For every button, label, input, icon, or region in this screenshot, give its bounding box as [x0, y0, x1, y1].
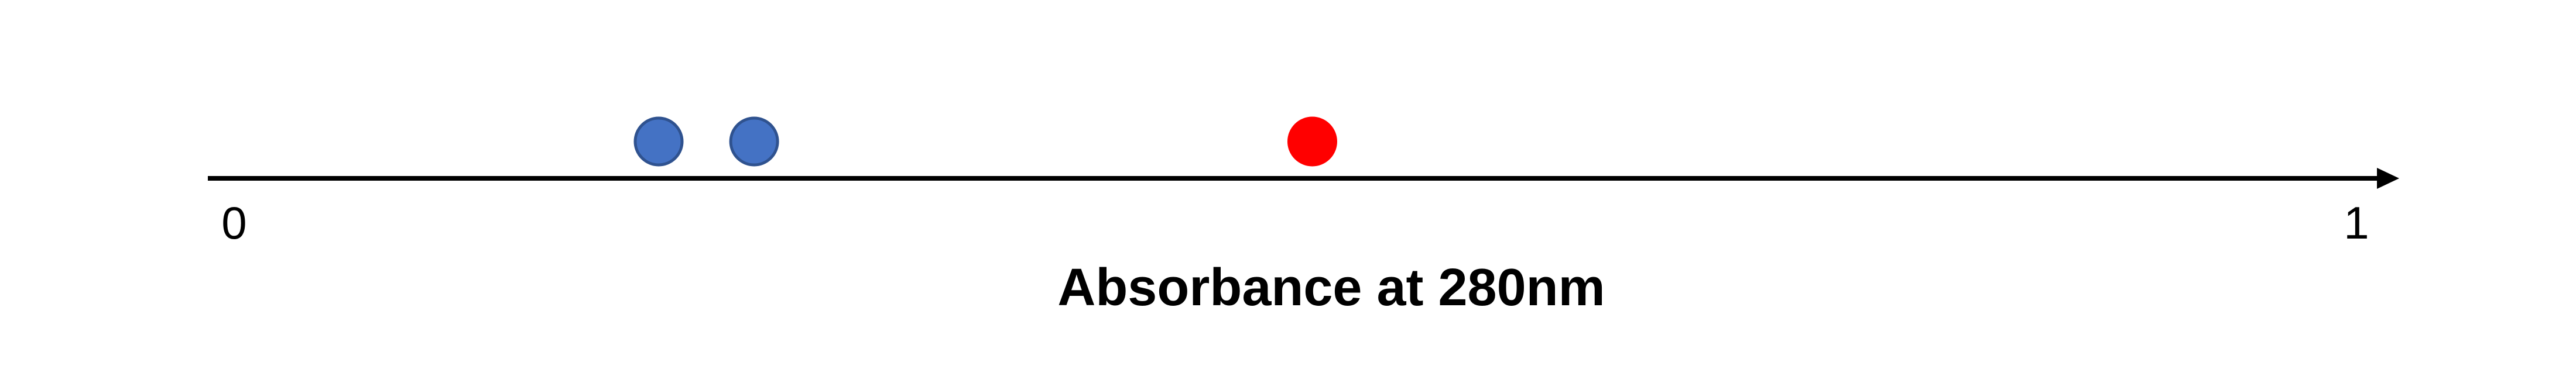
data-point-series-1-0	[1287, 116, 1337, 167]
x-axis	[208, 168, 2399, 189]
x-tick-label-min: 0	[221, 197, 246, 249]
data-points	[633, 116, 1337, 167]
x-tick-label-max: 1	[2344, 197, 2369, 249]
data-point-series-0-0	[633, 116, 684, 167]
x-axis-arrowhead	[2377, 168, 2399, 189]
x-tick-labels: 0 1	[221, 197, 2369, 249]
x-axis-title: Absorbance at 280nm	[1057, 258, 1605, 317]
data-point-series-0-1	[729, 116, 779, 167]
